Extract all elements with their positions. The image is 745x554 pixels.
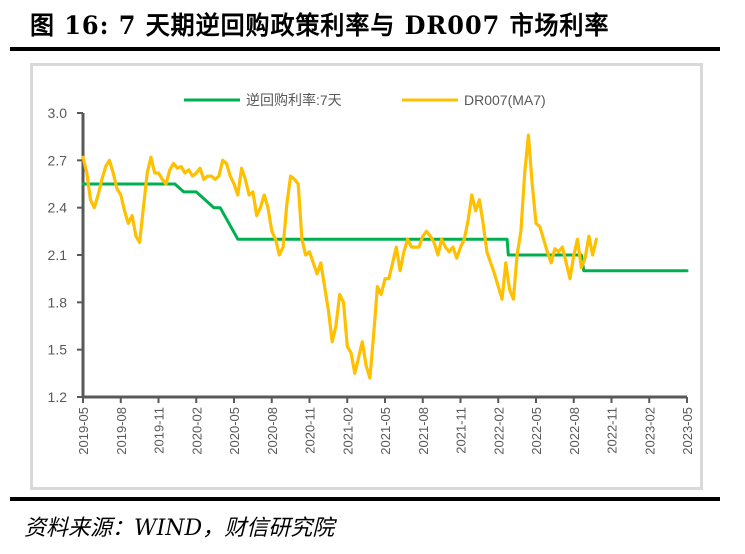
x-tick-label: 2021-05 <box>378 407 393 455</box>
x-tick-label: 2020-02 <box>189 407 204 455</box>
series-line-dr007 <box>81 133 598 380</box>
line-chart: 3.0 2.7 2.4 2.1 1.8 1.5 1.2 2019-05 2019-08 2019-… <box>48 92 695 455</box>
x-tick-label: 2022-08 <box>567 407 582 455</box>
x-tick-label: 2021-08 <box>416 407 431 455</box>
series-line-policy-rate <box>81 182 689 273</box>
series-group <box>81 133 689 380</box>
x-tick-label: 2022-05 <box>529 407 544 455</box>
x-tick-label: 2020-05 <box>227 407 242 455</box>
title-rule <box>10 47 720 51</box>
y-tick-label: 3.0 <box>48 105 68 121</box>
y-tick-label: 1.5 <box>48 342 68 358</box>
source-note: 资料来源：WIND，财信研究院 <box>24 516 335 541</box>
y-tick-label: 1.2 <box>48 389 68 405</box>
chart-frame <box>30 63 703 490</box>
x-tick-label: 2019-05 <box>76 407 91 455</box>
y-tick-label: 2.1 <box>48 247 68 263</box>
x-tick-label: 2019-08 <box>114 407 129 455</box>
y-tick-label: 1.8 <box>48 294 68 310</box>
figure-title: 图 16: 7 天期逆回购政策利率与 DR007 市场利率 <box>30 11 610 40</box>
x-tick-label: 2023-02 <box>642 407 657 455</box>
x-tick-label: 2022-11 <box>605 407 620 454</box>
y-tick-label: 2.4 <box>48 200 68 216</box>
x-tick-label: 2021-02 <box>340 407 355 455</box>
legend-label-dr007: DR007(MA7) <box>464 92 546 108</box>
x-tick-label: 2023-05 <box>680 407 695 455</box>
x-tick-label: 2020-08 <box>265 407 280 455</box>
y-tick-label: 2.7 <box>48 152 68 168</box>
x-tick-label: 2020-11 <box>303 407 318 454</box>
legend: 逆回购利率:7天 DR007(MA7) <box>184 92 546 108</box>
axes: 3.0 2.7 2.4 2.1 1.8 1.5 1.2 2019-05 2019-08 2019-… <box>48 105 695 455</box>
x-tick-label: 2021-11 <box>454 407 469 454</box>
legend-label-policy-rate: 逆回购利率:7天 <box>246 92 342 108</box>
x-tick-label: 2022-02 <box>491 407 506 455</box>
x-tick-label: 2019-11 <box>152 407 167 454</box>
source-rule <box>10 497 720 501</box>
